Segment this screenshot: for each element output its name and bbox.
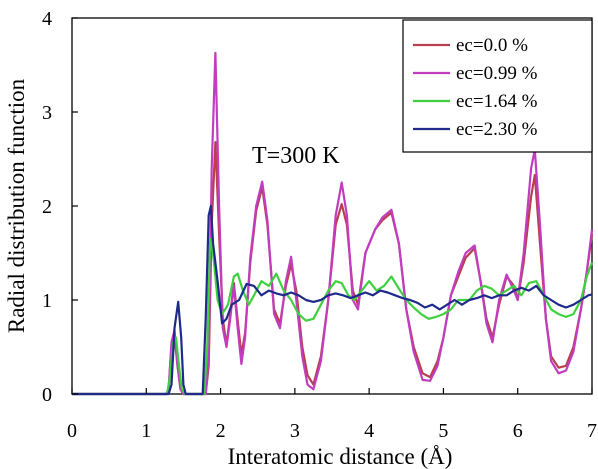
y-tick-label: 2 bbox=[42, 196, 52, 218]
legend-label-2: ec=1.64 % bbox=[456, 91, 538, 112]
x-tick-label: 0 bbox=[67, 420, 77, 442]
y-tick-label: 0 bbox=[42, 384, 52, 406]
y-tick-label: 4 bbox=[42, 8, 52, 30]
legend-label-3: ec=2.30 % bbox=[456, 119, 538, 140]
series-line-1 bbox=[72, 51, 594, 396]
x-tick-label: 2 bbox=[216, 420, 226, 442]
x-axis-label: Interatomic distance (Å) bbox=[228, 444, 453, 469]
x-tick-label: 7 bbox=[587, 420, 597, 442]
x-tick-label: 6 bbox=[513, 420, 523, 442]
x-tick-label: 4 bbox=[364, 420, 374, 442]
y-tick-label: 3 bbox=[42, 102, 52, 124]
y-axis-label: Radial distribution function bbox=[4, 78, 29, 333]
x-tick-label: 1 bbox=[141, 420, 151, 442]
series-line-3 bbox=[72, 204, 593, 396]
y-tick-label: 1 bbox=[42, 290, 52, 312]
temperature-annotation: T=300 K bbox=[252, 143, 340, 169]
legend-label-0: ec=0.0 % bbox=[456, 35, 528, 56]
legend-label-1: ec=0.99 % bbox=[456, 63, 538, 84]
x-tick-label: 5 bbox=[438, 420, 448, 442]
x-tick-label: 3 bbox=[290, 420, 300, 442]
series-lines bbox=[72, 51, 594, 396]
legend: ec=0.0 % ec=0.99 % ec=1.64 % ec=2.30 % bbox=[402, 19, 593, 153]
